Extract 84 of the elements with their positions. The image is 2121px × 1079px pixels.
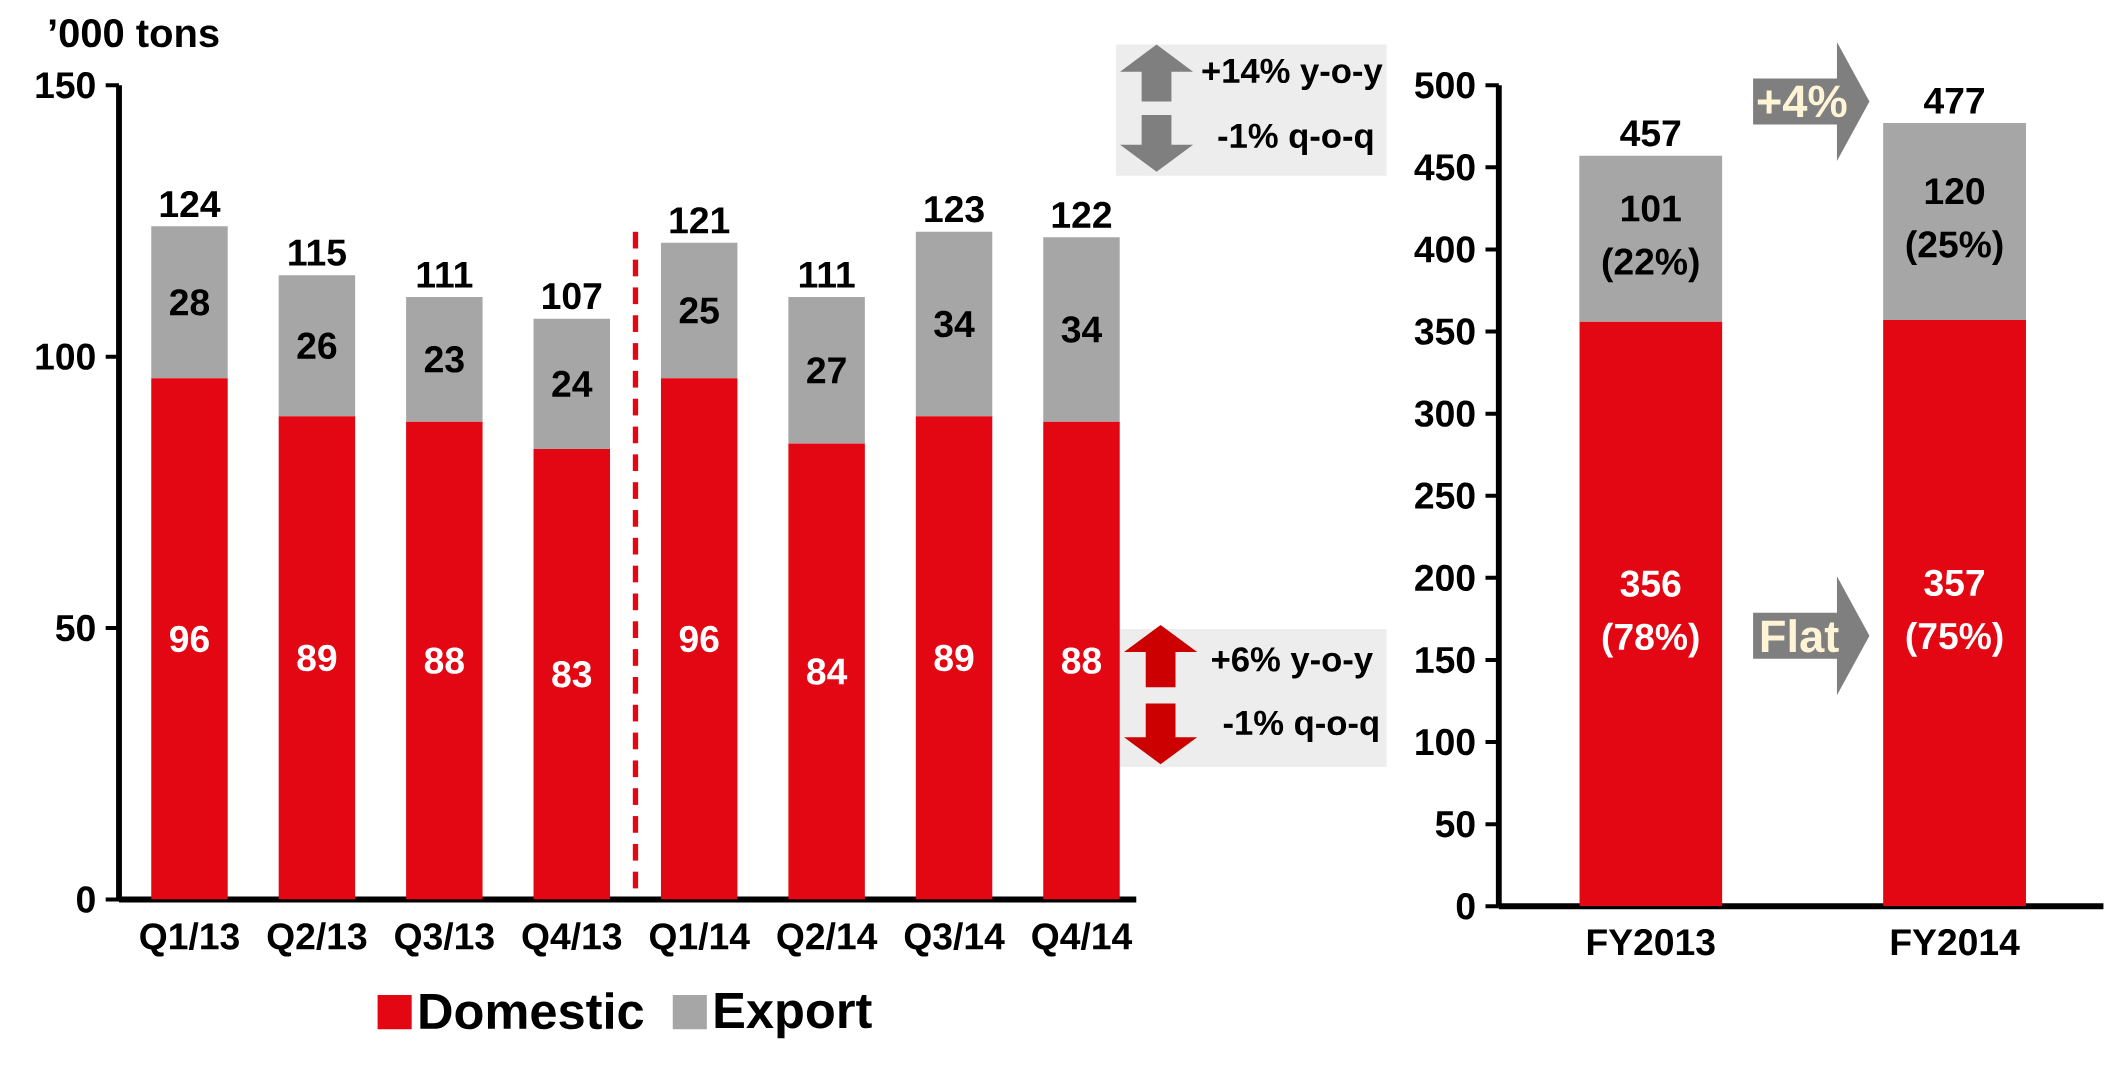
data-label: 96 <box>170 625 209 652</box>
bar <box>278 275 356 417</box>
x-tick-label: Q4/14 <box>1032 922 1133 957</box>
data-label: 88 <box>1061 647 1102 674</box>
bar <box>1043 421 1120 900</box>
total-label: 121 <box>670 206 730 234</box>
y-tick-label: 450 <box>1414 153 1475 181</box>
total-label: 457 <box>1620 120 1681 147</box>
annotation: +4% <box>1757 85 1847 118</box>
data-label: 26 <box>297 332 337 359</box>
data-label: 34 <box>1061 316 1103 343</box>
y-tick-label: 400 <box>1414 235 1475 263</box>
legend-label: Export <box>715 992 872 1039</box>
total-label: 111 <box>417 261 473 288</box>
text: -1% q-o-q <box>1223 710 1378 742</box>
annotation: Flat <box>1761 618 1839 653</box>
text: +6% y-o-y <box>1212 646 1373 679</box>
y-tick-label: 150 <box>1416 646 1475 673</box>
y-tick-label: 150 <box>36 71 95 99</box>
bar <box>278 416 356 900</box>
data-label: 27 <box>807 356 846 384</box>
data-label: 89 <box>297 644 337 671</box>
data-label: 28 <box>170 288 210 316</box>
bar <box>915 231 993 417</box>
y-tick-label: 50 <box>55 614 95 642</box>
data-label: 34 <box>934 310 975 338</box>
data-label: 84 <box>807 658 848 685</box>
y-tick-label: 0 <box>77 886 95 913</box>
bar <box>406 421 483 900</box>
bar <box>915 416 993 900</box>
data-label: 24 <box>552 370 593 397</box>
bar <box>1579 155 1723 322</box>
y-tick-label: 500 <box>1415 71 1475 99</box>
y-tick-label: 100 <box>36 343 95 370</box>
total-label: 111 <box>799 261 855 288</box>
data-label: 89 <box>934 644 974 671</box>
data-label: 101 (22%) <box>1602 195 1699 283</box>
x-tick-label: Q3/14 <box>904 922 1005 957</box>
x-tick-label: Q3/13 <box>395 922 494 957</box>
y-tick-label: 250 <box>1415 482 1475 509</box>
x-tick-label: Q2/14 <box>777 922 878 957</box>
total-label: 477 <box>1924 87 1984 114</box>
y-tick-label: 200 <box>1415 564 1475 591</box>
bar <box>788 296 865 444</box>
bar <box>151 226 228 379</box>
data-label: 357 (75%) <box>1906 569 2003 657</box>
bar <box>533 448 610 900</box>
bar <box>660 378 738 900</box>
y-axis-title: ’000 tons <box>49 18 219 48</box>
bar <box>1883 122 2026 320</box>
bar <box>660 242 738 379</box>
legend-label: Domestic <box>420 991 644 1030</box>
data-label: 23 <box>424 345 464 373</box>
x-tick-label: Q4/13 <box>522 922 622 957</box>
total-label: 123 <box>925 195 984 223</box>
total-label: 115 <box>289 239 346 266</box>
bar <box>1883 319 2026 907</box>
x-tick-label: FY2013 <box>1587 928 1715 956</box>
bar <box>788 443 865 900</box>
data-label: 96 <box>679 625 719 652</box>
y-tick-label: 0 <box>1456 892 1475 920</box>
bar <box>406 296 483 422</box>
data-label: 120 (25%) <box>1906 177 2003 265</box>
x-tick-label: Q2/13 <box>267 922 367 957</box>
bar <box>1579 321 1723 907</box>
bar <box>533 318 610 449</box>
y-tick-label: 50 <box>1435 810 1475 838</box>
data-label: 83 <box>552 660 592 688</box>
y-tick-label: 350 <box>1414 318 1475 345</box>
data-label: 356 (78%) <box>1602 570 1699 658</box>
x-tick-label: Q1/14 <box>649 922 750 957</box>
data-label: 25 <box>679 297 719 324</box>
total-label: 122 <box>1052 201 1112 228</box>
total-label: 107 <box>543 282 602 310</box>
y-tick-label: 100 <box>1416 728 1475 756</box>
bar <box>1043 237 1120 422</box>
y-tick-label: 300 <box>1414 400 1475 427</box>
text: -1% q-o-q <box>1218 123 1373 155</box>
bar <box>151 378 228 900</box>
x-tick-label: FY2014 <box>1891 928 2020 956</box>
text: +14% y-o-y <box>1202 58 1383 90</box>
total-label: 124 <box>160 190 221 217</box>
x-tick-label: Q1/13 <box>140 922 239 957</box>
data-label: 88 <box>424 647 464 674</box>
